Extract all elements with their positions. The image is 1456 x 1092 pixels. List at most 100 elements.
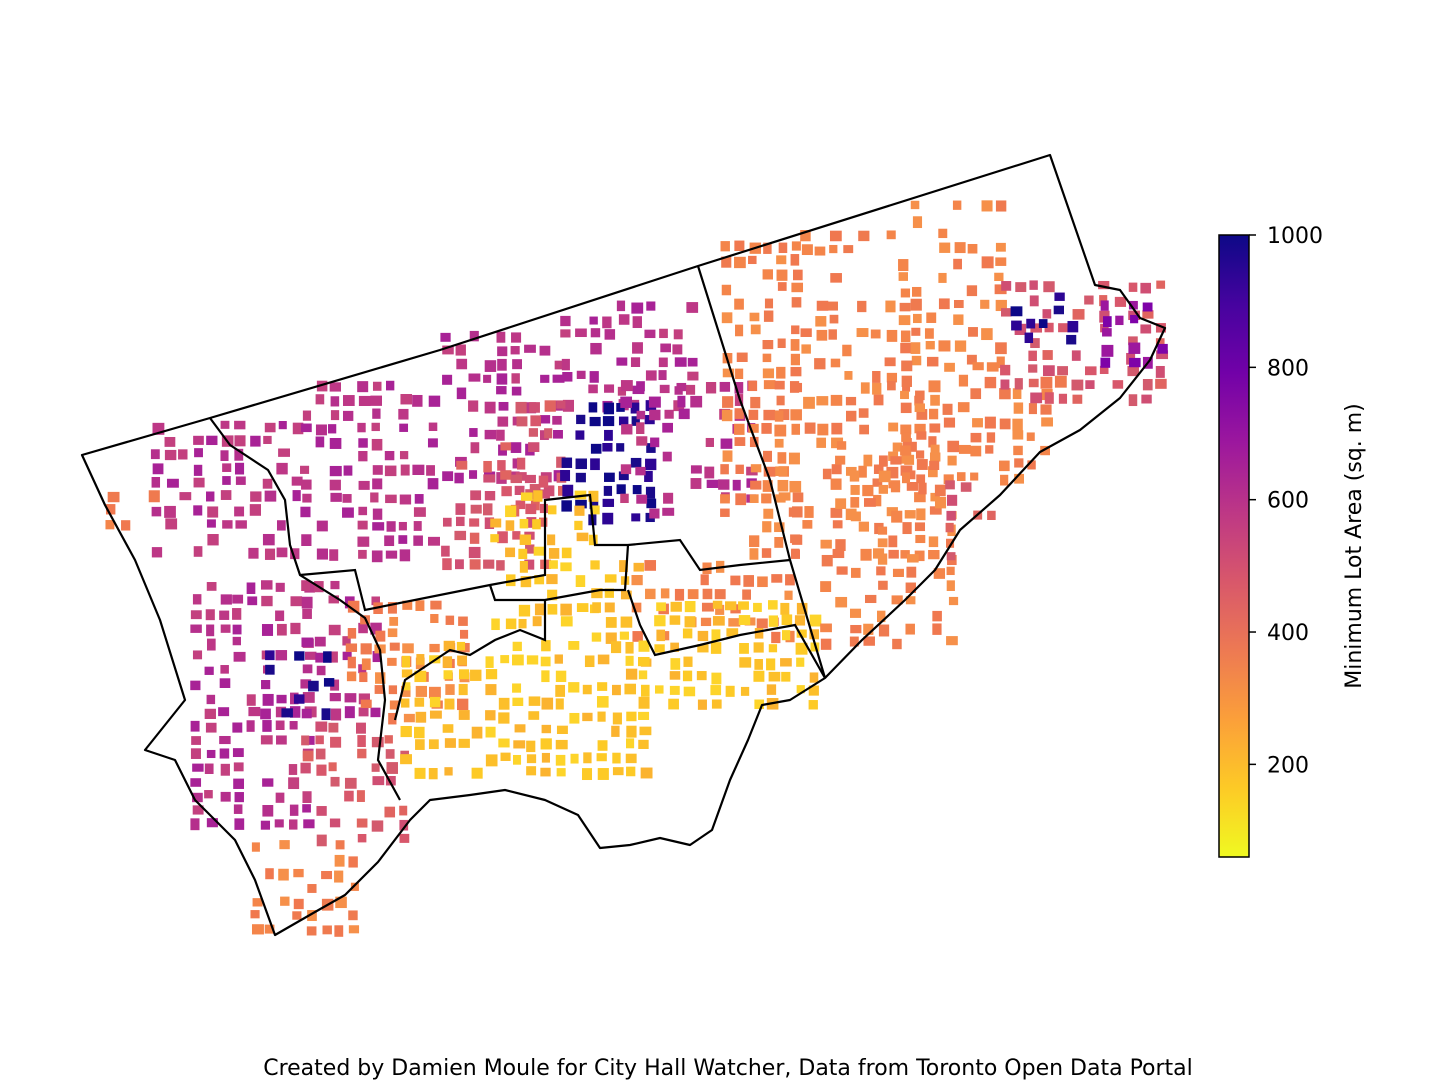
lot-parcel (588, 384, 598, 394)
lot-parcel (995, 200, 1007, 212)
lot-parcel (330, 776, 340, 787)
lot-parcel (638, 696, 650, 709)
lot-parcel (249, 504, 261, 516)
lot-parcel (505, 520, 515, 531)
lot-parcel (602, 512, 614, 525)
lot-parcel (1000, 474, 1009, 486)
lot-parcel (232, 748, 244, 758)
lot-parcel (150, 449, 160, 460)
lot-parcel (415, 685, 428, 697)
lot-parcel (683, 656, 693, 667)
lot-parcel (316, 764, 327, 776)
lot-parcel (444, 767, 453, 776)
lot-parcel (582, 712, 593, 722)
lot-parcel (648, 396, 661, 408)
lot-parcel (761, 493, 772, 504)
lot-parcel (541, 752, 550, 763)
lot-parcel (192, 792, 203, 803)
lot-parcel (263, 435, 272, 444)
lot-parcel (454, 472, 464, 484)
lot-parcel (849, 470, 860, 482)
lot-parcel (247, 596, 258, 606)
lot-parcel (630, 357, 641, 367)
lot-parcel (872, 478, 883, 487)
lot-parcel (483, 374, 492, 383)
lot-parcel (428, 536, 440, 546)
lot-parcel (605, 617, 617, 628)
lot-parcel (636, 410, 646, 420)
colorbar: 1000 800 600 400 200 Minimum Lot Area (sq. m… (1218, 224, 1367, 858)
lot-parcel (1071, 350, 1081, 361)
lot-parcel (898, 272, 908, 281)
lot-parcel (938, 340, 951, 352)
lot-parcel (711, 699, 722, 709)
lot-parcel (686, 302, 699, 313)
lot-parcel (457, 698, 469, 711)
lot-parcel (342, 395, 355, 406)
lot-parcel (516, 457, 526, 470)
district-boundary-north-south (299, 493, 791, 612)
lot-parcel (429, 710, 442, 719)
lot-parcel (616, 300, 626, 312)
lot-parcel (720, 438, 733, 449)
lot-parcel (151, 476, 161, 488)
lot-parcel (710, 685, 722, 696)
lot-parcel (898, 259, 909, 272)
lot-parcel (347, 600, 360, 613)
lot-parcel (371, 820, 384, 832)
lot-parcel (261, 595, 273, 607)
lot-parcel (316, 520, 328, 532)
lot-parcel (749, 535, 760, 547)
lot-parcel (346, 671, 357, 682)
lot-parcel (496, 373, 508, 385)
lot-parcel (482, 503, 493, 516)
lot-parcel (926, 312, 937, 323)
lot-parcel (946, 552, 956, 561)
lot-parcel (1044, 322, 1054, 333)
lot-parcel (178, 449, 188, 460)
lot-parcel (588, 534, 598, 546)
lot-parcel (885, 300, 896, 313)
lot-parcel (206, 694, 216, 705)
lot-parcel (356, 790, 365, 802)
lot-parcel (190, 624, 202, 633)
lot-parcel (800, 328, 812, 337)
lot-parcel (604, 329, 616, 340)
lot-parcel (372, 508, 383, 520)
lot-parcel (890, 456, 902, 465)
lot-parcel (554, 654, 563, 664)
city-boundary (80, 153, 1167, 937)
lot-parcel (620, 380, 633, 392)
lot-parcel (981, 256, 994, 269)
lot-parcel (636, 436, 648, 446)
lot-parcel (389, 616, 399, 626)
lot-parcel (843, 245, 854, 254)
lot-parcel (820, 581, 832, 593)
lot-parcel (553, 430, 563, 439)
lot-parcel (640, 767, 653, 779)
lot-parcel (790, 409, 802, 421)
lot-parcel (518, 604, 531, 617)
lot-parcel (829, 244, 838, 254)
lot-parcel (736, 352, 748, 362)
lot-parcel (206, 435, 218, 446)
lot-parcel (427, 478, 439, 490)
lot-parcel (900, 445, 911, 456)
lot-parcel (972, 362, 984, 371)
lot-parcel (220, 594, 232, 605)
lot-parcel (370, 707, 381, 718)
lot-parcel (444, 698, 455, 710)
lot-parcel (778, 409, 790, 421)
lot-parcel (589, 371, 599, 383)
lot-parcel (626, 738, 635, 749)
lot-parcel (906, 482, 918, 491)
lot-parcel (612, 752, 621, 764)
lot-parcel (954, 242, 966, 254)
lot-parcel (618, 314, 630, 325)
lot-parcel (1030, 323, 1043, 333)
lot-parcel (290, 548, 300, 560)
lot-parcel (428, 422, 438, 431)
lot-parcel (413, 521, 422, 531)
lot-parcel (617, 386, 627, 396)
lot-parcel (863, 623, 874, 635)
